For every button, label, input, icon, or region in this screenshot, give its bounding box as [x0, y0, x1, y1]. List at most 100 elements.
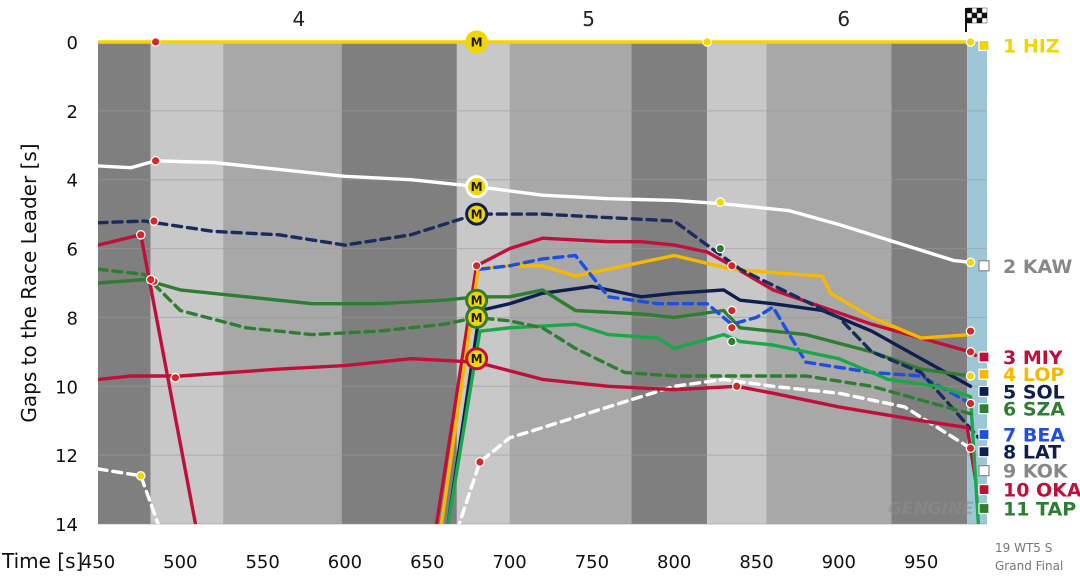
- pit-marker-4: [465, 305, 489, 329]
- x-tick-label-6: 750: [575, 552, 609, 573]
- y-tick-label-1: 2: [67, 102, 78, 123]
- sector-band-6: [631, 42, 708, 524]
- series-marker-4-0: [965, 326, 976, 336]
- x-tick-label-0: 450: [81, 552, 115, 573]
- flag-cell: [971, 17, 978, 24]
- series-line-6: [98, 277, 973, 378]
- series-marker-2-0: [136, 230, 146, 240]
- lap-label-1: 5: [582, 7, 595, 31]
- series-marker-11-1: [731, 381, 742, 392]
- sector-band-8: [766, 42, 892, 524]
- pit-marker-1: [465, 175, 489, 199]
- legend-label-6: 7 BEA: [1003, 424, 1065, 446]
- x-tick-label-10: 950: [904, 552, 938, 573]
- series-marker-5-0: [727, 305, 737, 316]
- legend-swatch-5: [978, 403, 990, 415]
- series-marker-0-2: [965, 37, 976, 47]
- sector-band-3: [341, 42, 457, 524]
- y-tick-label-3: 6: [67, 240, 78, 261]
- series-line-1: [98, 159, 973, 264]
- pit-marker-label-3: M: [471, 294, 483, 308]
- sector-band-5: [509, 42, 632, 524]
- sector-band-2: [223, 42, 342, 524]
- x-tick-label-5: 700: [492, 552, 526, 573]
- series-line-13: [98, 267, 973, 416]
- legend-label-3: 4 LOP: [1003, 364, 1064, 386]
- series-marker-7-0: [965, 398, 976, 409]
- legend-label-0: 1 HIZ: [1003, 35, 1060, 57]
- legend-label-7: 8 LAT: [1003, 442, 1061, 464]
- legend-swatch-8: [978, 465, 990, 477]
- sector-band-9: [891, 42, 968, 524]
- x-tick-label-9: 900: [822, 552, 856, 573]
- pit-marker-2: [465, 202, 489, 226]
- pit-marker-5: [465, 347, 489, 371]
- checkered-flag-icon: [965, 7, 988, 32]
- legend-swatch-1: [978, 260, 990, 272]
- series-marker-12-0: [727, 336, 737, 347]
- x-tick-label-2: 550: [245, 552, 279, 573]
- pit-marker-label-0: M: [471, 36, 483, 50]
- y-tick-label-0: 0: [67, 33, 78, 54]
- legend-label-8: 9 KOK: [1003, 461, 1069, 483]
- y-axis-title: Gaps to the Race Leader [s]: [17, 143, 41, 422]
- series-marker-0-0: [150, 37, 161, 47]
- sector-band-7: [707, 42, 767, 524]
- x-tick-label-3: 600: [328, 552, 362, 573]
- flag-cell: [976, 17, 983, 24]
- series-line-7: [478, 253, 973, 406]
- decorations: GENGINE 19 WT5 S Grand Final: [888, 7, 1063, 573]
- series-line-8: [98, 212, 981, 440]
- legend-swatch-2: [978, 351, 990, 363]
- flag-cell: [981, 7, 988, 14]
- flag-cell: [976, 12, 983, 19]
- series-marker-9-0: [136, 470, 146, 481]
- series-marker-1-1: [715, 197, 726, 207]
- series-marker-0-1: [702, 37, 712, 47]
- series-line-3: [434, 236, 978, 524]
- series-marker-3-1: [727, 260, 737, 271]
- series-marker-6-1: [727, 322, 737, 333]
- sector-bands: [98, 42, 987, 524]
- footer-line-0: 19 WT5 S: [995, 541, 1052, 555]
- watermark-logo: GENGINE: [888, 499, 974, 519]
- series-marker-13-0: [145, 274, 156, 285]
- legend-label-9: 10 OKA: [1003, 480, 1080, 502]
- footer-line-1: Grand Final: [995, 559, 1063, 573]
- series-marker-10-0: [475, 457, 485, 467]
- sector-band-4: [456, 42, 510, 524]
- y-tick-label-6: 12: [55, 446, 78, 467]
- legend-label-4: 5 SOL: [1003, 381, 1065, 403]
- series-marker-1-2: [965, 257, 976, 268]
- series-marker-3-0: [471, 260, 482, 271]
- legend-swatch-0: [978, 39, 990, 52]
- flag-cell: [981, 17, 988, 24]
- legend-swatch-4: [978, 385, 990, 398]
- pit-marker-0: [465, 30, 489, 54]
- flag-cell: [971, 12, 978, 19]
- series-markers: [136, 37, 976, 481]
- legend-swatch-6: [978, 428, 990, 441]
- legend-label-1: 2 KAW: [1003, 256, 1072, 278]
- legend-label-10: 11 TAP: [1003, 499, 1076, 521]
- series-marker-8-0: [149, 216, 159, 226]
- y-tick-label-7: 14: [55, 515, 78, 536]
- pit-marker-label-1: M: [471, 180, 483, 194]
- series-marker-8-1: [715, 243, 726, 254]
- legend-swatch-10: [978, 502, 990, 515]
- series-marker-11-2: [965, 443, 976, 454]
- y-tick-label-4: 8: [67, 308, 78, 329]
- legend-label-5: 6 SZA: [1003, 399, 1065, 421]
- y-tick-label-5: 10: [55, 377, 78, 398]
- legend-swatch-9: [978, 483, 990, 496]
- flag-cell: [971, 7, 978, 14]
- flag-cell: [966, 12, 973, 19]
- lap-label-2: 6: [837, 7, 850, 31]
- pit-marker-label-2: M: [471, 208, 483, 222]
- flag-cell: [981, 12, 988, 19]
- series-line-5: [446, 284, 973, 524]
